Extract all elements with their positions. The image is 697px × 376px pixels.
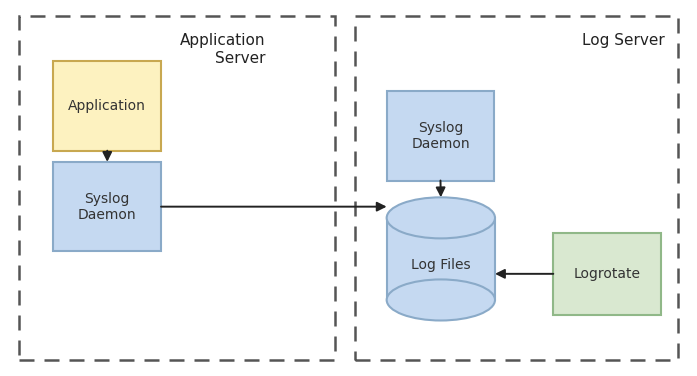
Bar bbox=[19, 16, 335, 360]
Text: Application
Server: Application Server bbox=[180, 33, 265, 65]
Text: Syslog
Daemon: Syslog Daemon bbox=[411, 121, 470, 151]
Text: Syslog
Daemon: Syslog Daemon bbox=[78, 191, 137, 222]
Text: Log Server: Log Server bbox=[581, 33, 664, 48]
FancyBboxPatch shape bbox=[54, 162, 161, 252]
FancyBboxPatch shape bbox=[387, 218, 495, 300]
FancyBboxPatch shape bbox=[54, 61, 161, 151]
FancyBboxPatch shape bbox=[387, 91, 494, 180]
FancyBboxPatch shape bbox=[553, 233, 661, 315]
Ellipse shape bbox=[387, 279, 495, 320]
Ellipse shape bbox=[387, 197, 495, 238]
Text: Log Files: Log Files bbox=[411, 258, 470, 273]
Text: Application: Application bbox=[68, 99, 146, 113]
Text: Logrotate: Logrotate bbox=[574, 267, 641, 281]
Bar bbox=[355, 16, 678, 360]
